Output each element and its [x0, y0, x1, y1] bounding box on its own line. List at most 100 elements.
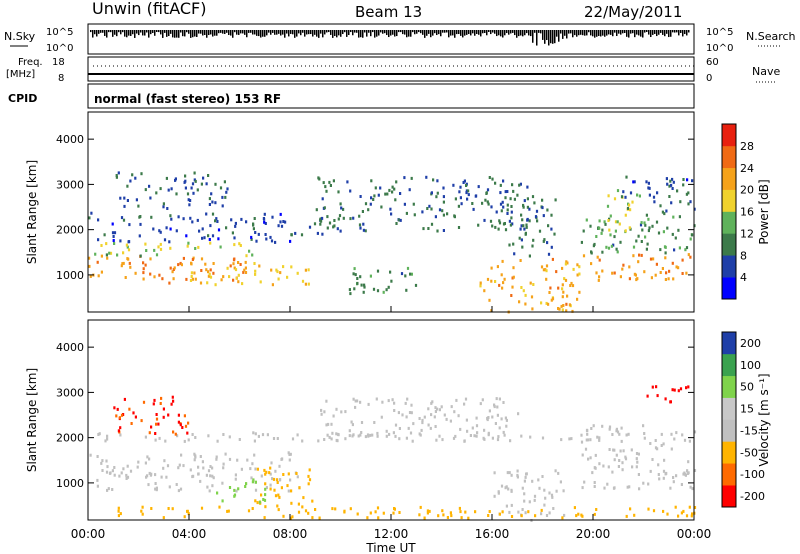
heatmap-cell	[228, 435, 231, 439]
heatmap-cell	[677, 228, 680, 232]
heatmap-cell	[331, 507, 334, 511]
heatmap-cell	[594, 466, 597, 470]
heatmap-cell	[367, 402, 370, 406]
heatmap-cell	[510, 205, 513, 208]
noise-bar	[340, 30, 342, 37]
heatmap-cell	[640, 253, 643, 257]
heatmap-cell	[308, 478, 312, 482]
heatmap-cell	[638, 487, 641, 491]
heatmap-cell	[333, 219, 336, 222]
noise-bar	[152, 30, 154, 33]
heatmap-cell	[219, 186, 223, 190]
heatmap-cell	[671, 187, 674, 190]
heatmap-cell	[421, 210, 424, 214]
heatmap-cell	[301, 505, 304, 509]
heatmap-cell	[376, 289, 380, 293]
heatmap-cell	[254, 432, 257, 436]
colorbar-tick-label: 24	[740, 162, 754, 175]
heatmap-cell	[154, 438, 157, 442]
heatmap-cell	[582, 254, 586, 258]
heatmap-cell	[179, 261, 182, 265]
heatmap-cell	[538, 486, 541, 490]
noise-bar	[654, 30, 656, 34]
heatmap-cell	[603, 486, 606, 490]
heatmap-cell	[340, 410, 343, 414]
heatmap-cell	[120, 471, 123, 475]
heatmap-cell	[689, 255, 692, 259]
heatmap-cell	[134, 176, 137, 180]
heatmap-cell	[294, 231, 297, 235]
heatmap-cell	[666, 512, 669, 516]
heatmap-cell	[526, 197, 529, 201]
heatmap-cell	[234, 477, 237, 481]
heatmap-cell	[264, 233, 267, 236]
heatmap-cell	[441, 509, 444, 513]
heatmap-cell	[271, 215, 274, 219]
heatmap-cell	[257, 434, 260, 438]
heatmap-cell	[466, 197, 469, 201]
colorbar-swatch	[722, 167, 736, 190]
heatmap-cell	[513, 197, 516, 201]
heatmap-cell	[463, 402, 466, 406]
heatmap-cell	[475, 434, 478, 438]
heatmap-cell	[186, 509, 189, 513]
heatmap-cell	[187, 512, 190, 516]
heatmap-cell	[497, 490, 500, 494]
heatmap-cell	[126, 245, 129, 249]
freq-tick-high: 18	[52, 57, 65, 68]
noise-bar	[332, 30, 334, 38]
heatmap-cell	[600, 231, 603, 235]
heatmap-cell	[214, 283, 217, 287]
heatmap-cell	[125, 473, 128, 477]
noise-bar	[592, 30, 594, 37]
heatmap-cell	[524, 293, 527, 297]
heatmap-cell	[370, 179, 373, 183]
heatmap-cell	[687, 202, 690, 206]
noise-bar	[562, 30, 564, 39]
heatmap-cell	[410, 403, 413, 407]
heatmap-cell	[675, 265, 678, 269]
heatmap-cell	[434, 406, 437, 410]
heatmap-cell	[372, 198, 375, 201]
heatmap-cell	[207, 434, 210, 438]
heatmap-cell	[624, 457, 628, 461]
heatmap-cell	[501, 286, 504, 290]
heatmap-cell	[519, 259, 522, 262]
noise-bar	[604, 30, 606, 37]
heatmap-cell	[107, 487, 110, 491]
heatmap-cell	[410, 176, 413, 180]
heatmap-cell	[163, 238, 167, 242]
heatmap-cell	[664, 256, 667, 260]
heatmap-cell	[526, 217, 529, 221]
heatmap-cell	[261, 433, 265, 437]
noise-bar	[348, 30, 350, 36]
noise-bar	[418, 30, 420, 33]
heatmap-cell	[366, 433, 370, 437]
colorbar-swatch	[722, 145, 736, 169]
heatmap-cell	[351, 434, 354, 438]
heatmap-cell	[387, 285, 390, 289]
noise-bar	[318, 30, 320, 38]
heatmap-cell	[162, 466, 165, 470]
noise-bar	[228, 30, 230, 36]
heatmap-cell	[657, 463, 660, 467]
heatmap-cell	[523, 227, 526, 231]
heatmap-cell	[96, 484, 99, 488]
heatmap-cell	[520, 434, 523, 438]
heatmap-cell	[159, 230, 162, 234]
heatmap-cell	[376, 434, 379, 438]
heatmap-cell	[211, 484, 214, 488]
heatmap-cell	[149, 196, 152, 200]
heatmap-cell	[506, 471, 509, 475]
heatmap-cell	[678, 246, 681, 250]
heatmap-cell	[585, 438, 588, 442]
noise-bar	[680, 30, 682, 33]
heatmap-cell	[681, 258, 684, 262]
noise-bar	[162, 30, 164, 38]
heatmap-cell	[653, 200, 656, 204]
heatmap-cell	[404, 274, 407, 278]
ytick-label: 3000	[56, 178, 84, 191]
heatmap-cell	[503, 222, 506, 225]
heatmap-cell	[366, 516, 369, 520]
